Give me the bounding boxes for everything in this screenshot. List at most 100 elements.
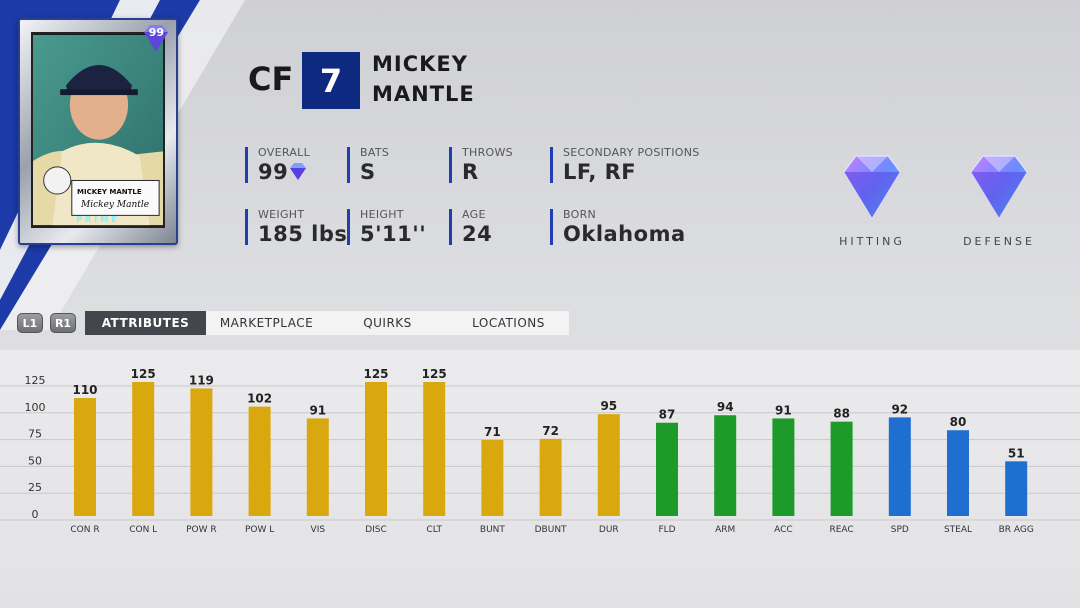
x-tick-label: CLT [426, 525, 442, 535]
bar-disc [365, 382, 387, 516]
info-throws-value: R [462, 160, 479, 184]
bar-value-label: 110 [72, 383, 97, 397]
y-tick-label: 0 [32, 508, 39, 521]
y-tick-label: 25 [28, 481, 42, 494]
bar-value-label: 125 [131, 367, 156, 381]
info-throws-label: THROWS [462, 146, 513, 159]
defense-label: DEFENSE [963, 235, 1035, 248]
hitting-diamond-icon [843, 155, 901, 219]
x-tick-label: CON L [129, 525, 157, 535]
bar-br-agg [1005, 461, 1028, 516]
info-secondary-value: LF, RF [563, 160, 637, 184]
bar-value-label: 119 [189, 373, 214, 387]
x-tick-label: BR AGG [999, 525, 1034, 535]
bar-con-r [74, 398, 96, 516]
diamond-icon [144, 25, 168, 52]
bar-value-label: 71 [484, 425, 501, 439]
player-position: CF [248, 60, 294, 98]
tab-quirks[interactable]: QUIRKS [327, 311, 448, 335]
info-overall-value: 99 [258, 160, 289, 184]
bar-value-label: 80 [950, 415, 967, 429]
x-tick-label: REAC [829, 525, 853, 535]
bar-value-label: 125 [363, 367, 388, 381]
card-tier-label: PRIME [76, 215, 120, 224]
l1-button[interactable]: L1 [17, 313, 43, 333]
bar-dur [597, 414, 620, 516]
info-born-value: Oklahoma [563, 222, 686, 246]
tab-attributes[interactable]: ATTRIBUTES [85, 311, 206, 335]
tab-marketplace[interactable]: MARKETPLACE [206, 311, 327, 335]
bar-value-label: 92 [891, 402, 908, 416]
player-number: 7 [302, 52, 360, 109]
y-tick-label: 50 [28, 454, 42, 467]
x-tick-label: POW R [186, 525, 217, 535]
info-age-label: AGE [462, 208, 486, 221]
info-weight: WEIGHT 185 lbs [245, 209, 348, 246]
info-height-value: 5'11'' [360, 222, 427, 246]
bar-reac [830, 421, 853, 516]
bar-arm [714, 415, 737, 516]
bar-value-label: 94 [717, 400, 734, 414]
player-first-name: MICKEY [372, 52, 468, 76]
bar-value-label: 87 [659, 408, 676, 422]
info-secondary-label: SECONDARY POSITIONS [563, 146, 700, 159]
x-tick-label: FLD [658, 525, 675, 535]
info-height: HEIGHT 5'11'' [347, 208, 427, 246]
bar-value-label: 95 [600, 399, 617, 413]
info-overall-label: OVERALL [258, 146, 311, 159]
x-tick-label: DUR [599, 525, 619, 535]
bar-vis [306, 418, 329, 516]
bar-steal [947, 430, 969, 516]
x-tick-label: DISC [365, 525, 387, 535]
info-secondary-positions: SECONDARY POSITIONS LF, RF [550, 146, 700, 184]
card-rating: 99 [148, 26, 164, 39]
bar-value-label: 91 [309, 403, 326, 417]
card-signature: Mickey Mantle [81, 200, 150, 210]
bar-dbunt [539, 438, 562, 516]
bar-value-label: 88 [833, 407, 850, 421]
player-card: MICKEY MANTLE Mickey Mantle PRIME 99 [18, 18, 178, 245]
defense-diamond-icon [970, 155, 1028, 219]
x-tick-label: STEAL [944, 525, 972, 535]
bar-value-label: 125 [422, 367, 447, 381]
card-signature-label: MICKEY MANTLE [77, 188, 142, 196]
r1-button[interactable]: R1 [50, 313, 76, 333]
info-born-label: BORN [563, 208, 597, 221]
y-tick-label: 100 [25, 401, 46, 414]
bar-value-label: 72 [542, 424, 559, 438]
x-tick-label: VIS [311, 525, 326, 535]
x-tick-label: BUNT [480, 525, 505, 535]
info-weight-value: 185 lbs [258, 222, 348, 246]
player-last-name: MANTLE [372, 82, 475, 106]
info-overall: OVERALL 99 [245, 146, 311, 184]
bar-value-label: 51 [1008, 446, 1025, 460]
x-tick-label: DBUNT [535, 525, 567, 535]
diamond-icon [290, 163, 307, 180]
info-age-value: 24 [462, 222, 493, 246]
tab-locations[interactable]: LOCATIONS [448, 311, 569, 335]
x-tick-label: ARM [715, 525, 735, 535]
info-bats-label: BATS [360, 146, 390, 159]
x-tick-label: CON R [70, 525, 99, 535]
info-bats: BATS S [347, 146, 390, 184]
info-born: BORN Oklahoma [550, 208, 686, 246]
info-height-label: HEIGHT [360, 208, 404, 221]
bar-value-label: 102 [247, 392, 272, 406]
bar-bunt [481, 439, 504, 516]
info-bats-value: S [360, 160, 376, 184]
info-throws: THROWS R [449, 146, 513, 184]
bar-clt [423, 382, 446, 516]
bar-value-label: 91 [775, 403, 792, 417]
bar-spd [888, 417, 911, 516]
hitting-label: HITTING [839, 235, 905, 248]
tab-bar: ATTRIBUTES MARKETPLACE QUIRKS LOCATIONS [85, 311, 569, 335]
y-tick-label: 125 [25, 374, 46, 387]
player-portrait [33, 34, 163, 226]
bar-pow-l [248, 406, 271, 516]
bar-acc [772, 418, 795, 516]
x-tick-label: ACC [774, 525, 793, 535]
attributes-chart-panel: 0 25 50 75 100 125 110 CON R 125 CON L 119 POW R 102… [0, 350, 1080, 608]
info-age: AGE 24 [449, 208, 493, 246]
attributes-bar-chart: 0 25 50 75 100 125 110 CON R 125 CON L 119 POW R 102… [0, 367, 1080, 535]
x-tick-label: POW L [245, 525, 274, 535]
